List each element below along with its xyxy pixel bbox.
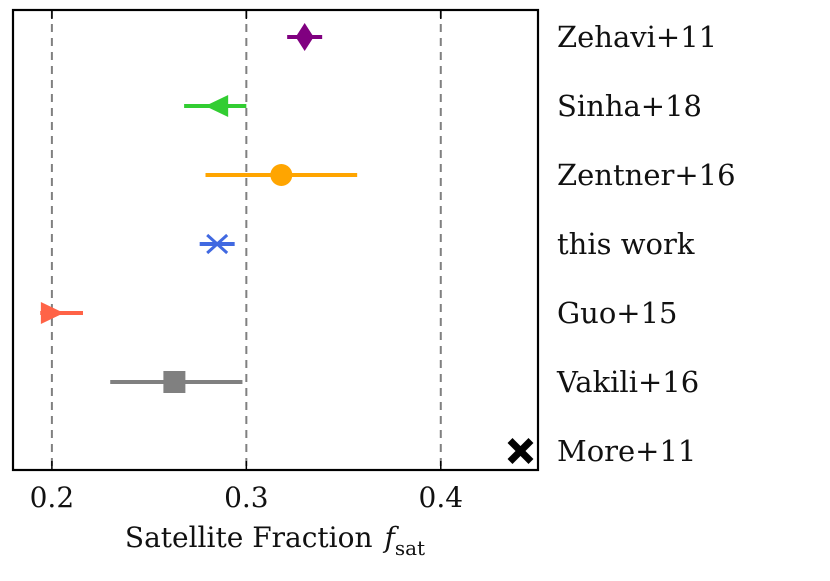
- x-axis-label: Satellite Fraction fsat: [125, 521, 425, 560]
- marker: [507, 438, 534, 464]
- row-label: this work: [557, 227, 695, 261]
- x-axis-label-text: Satellite Fraction: [125, 521, 373, 554]
- data-marks: [40, 23, 534, 464]
- row-label: Vakili+16: [556, 365, 699, 399]
- row-label: Sinha+18: [557, 89, 702, 123]
- plot-frame: [11, 8, 540, 472]
- data-point-more-11: [507, 438, 534, 464]
- marker: [270, 164, 293, 186]
- data-point-vakili-16: [110, 371, 243, 393]
- data-point-sinha-18: [184, 95, 247, 117]
- data-point-this-work: [199, 233, 235, 255]
- row-label: Zehavi+11: [557, 20, 717, 54]
- x-tick-label: 0.4: [419, 481, 464, 514]
- x-tick-label: 0.2: [30, 481, 75, 514]
- x-tick-label: 0.3: [224, 481, 269, 514]
- data-point-zentner-16: [205, 164, 358, 186]
- data-point-zehavi-11: [287, 23, 323, 51]
- marker: [205, 95, 229, 117]
- marker: [163, 371, 186, 393]
- row-labels: Zehavi+11 Sinha+18 Zentner+16 this work Guo+…: [556, 20, 736, 468]
- row-label: More+11: [557, 434, 696, 468]
- marker: [40, 302, 64, 324]
- x-axis-ticks: 0.2 0.3 0.4: [30, 10, 463, 514]
- marker: [206, 233, 229, 255]
- marker: [295, 23, 314, 51]
- row-label: Guo+15: [557, 296, 678, 330]
- x-axis-label-subscript: sat: [395, 536, 425, 560]
- reference-lines: [50, 10, 442, 470]
- row-label: Zentner+16: [557, 158, 736, 192]
- data-point-guo-15: [40, 302, 83, 324]
